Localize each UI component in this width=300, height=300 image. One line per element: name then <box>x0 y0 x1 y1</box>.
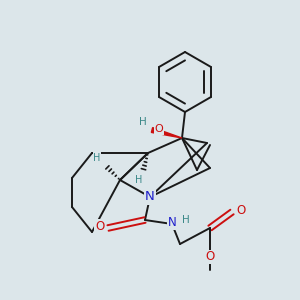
Text: O: O <box>95 220 105 232</box>
Text: O: O <box>236 205 246 218</box>
Text: H: H <box>139 117 147 127</box>
Text: H: H <box>93 153 101 163</box>
Text: N: N <box>145 190 155 203</box>
Text: H: H <box>135 175 143 185</box>
Polygon shape <box>152 128 182 138</box>
Text: H: H <box>182 215 190 225</box>
Text: O: O <box>154 124 164 134</box>
Text: O: O <box>206 250 214 263</box>
Text: N: N <box>168 217 177 230</box>
